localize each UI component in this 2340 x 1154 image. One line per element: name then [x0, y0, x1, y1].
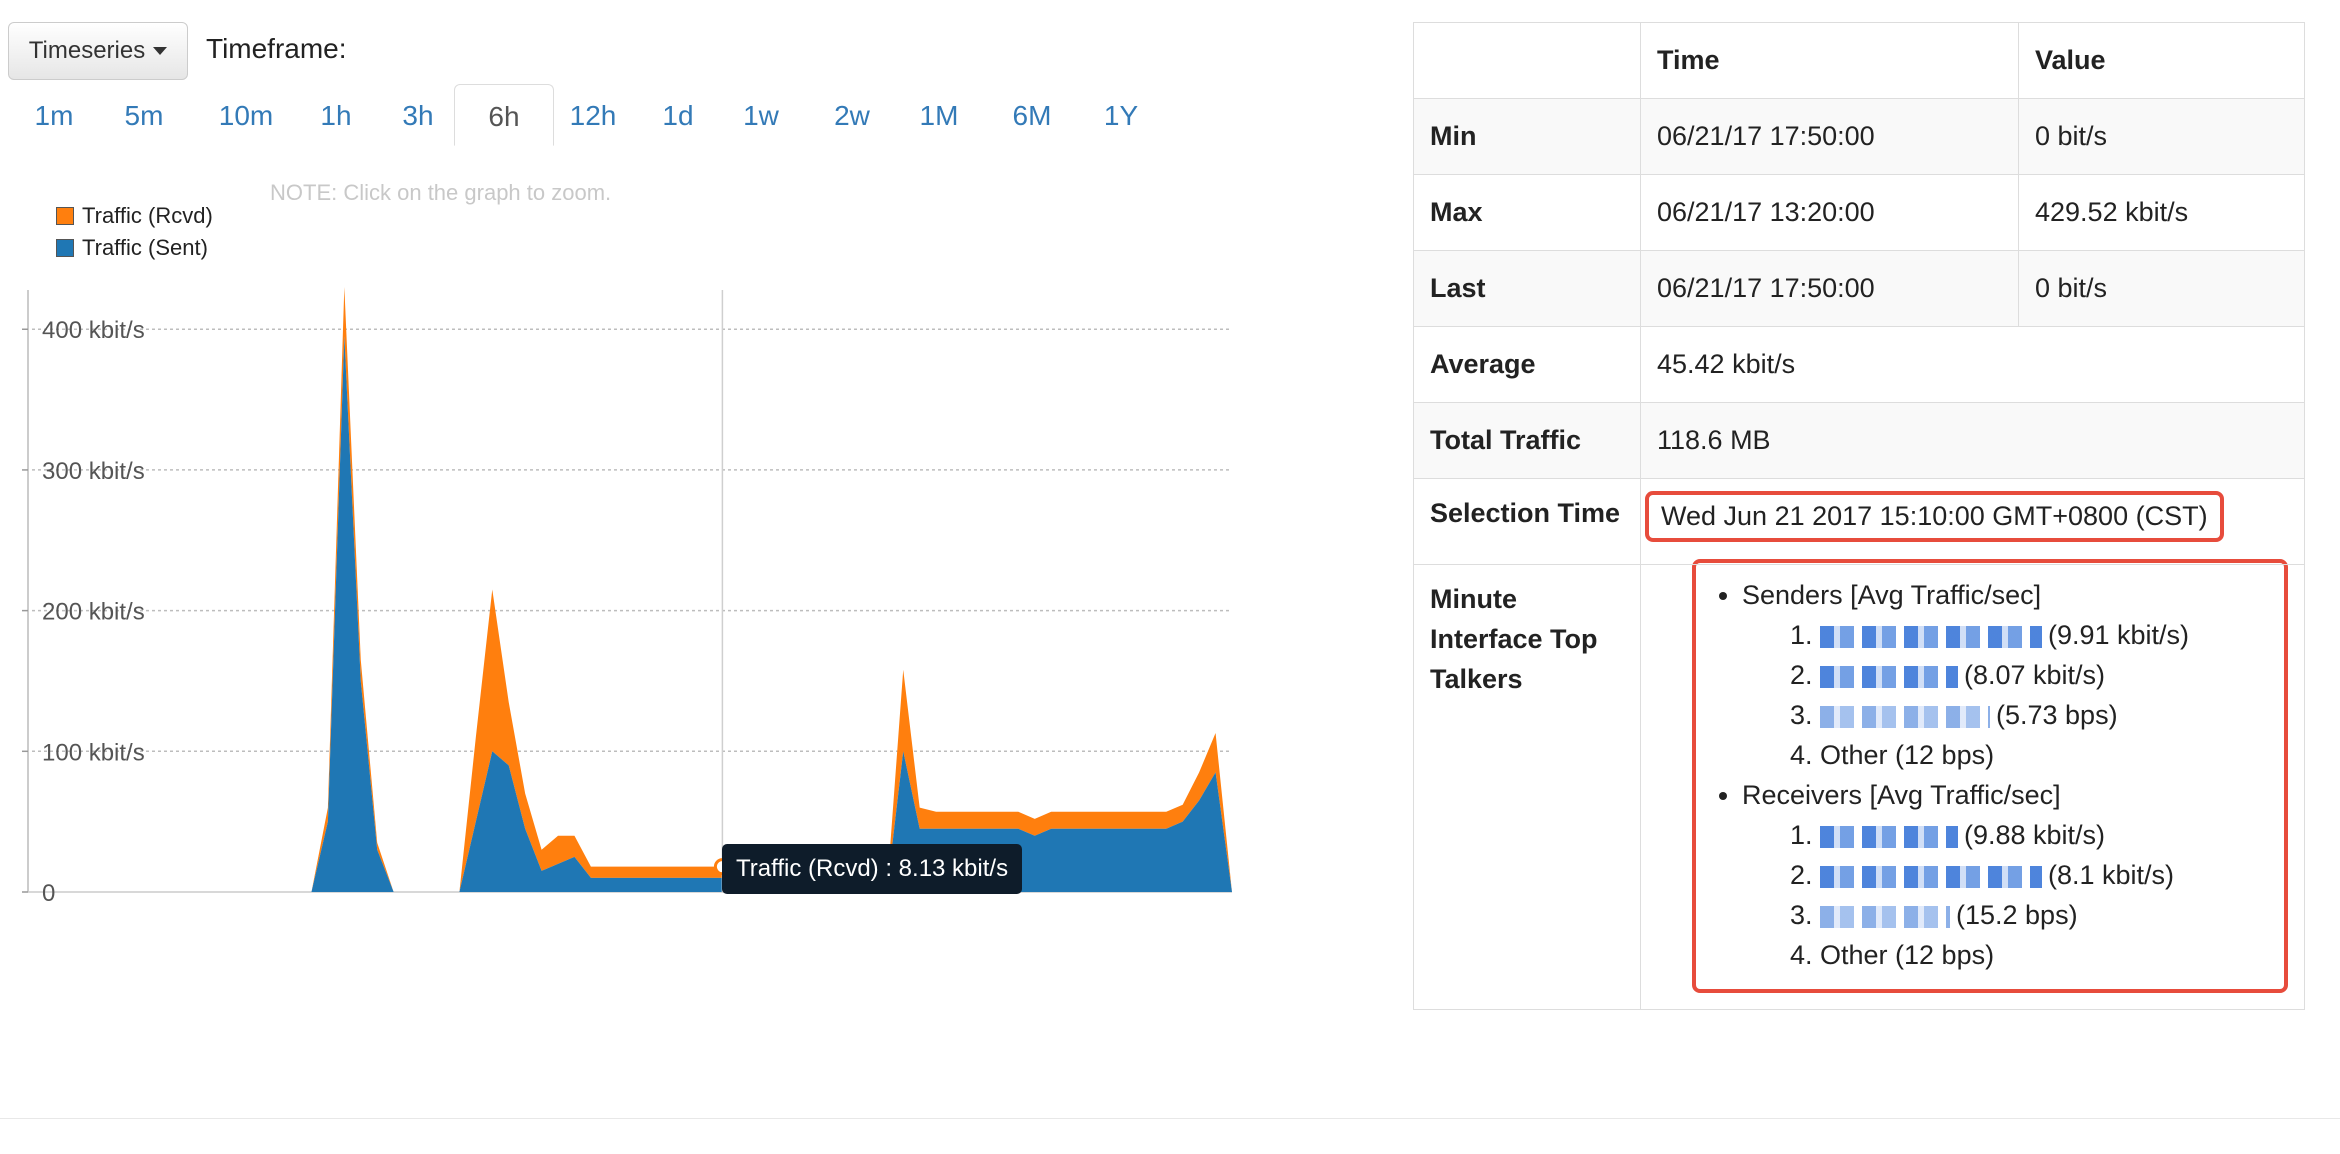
sender-value: (9.91 kbit/s): [2048, 620, 2190, 650]
receiver-value: (8.1 kbit/s): [2048, 860, 2175, 890]
y-tick-label: 100 kbit/s: [42, 739, 145, 766]
timeframe-tabs: 1m 5m 10m 1h 3h 6h 12h 1d 1w 2w 1M 6M 1Y: [0, 84, 1180, 146]
receiver-item[interactable]: (9.88 kbit/s): [1820, 815, 2274, 855]
receiver-value: Other (12 bps): [1820, 940, 1995, 970]
tab-timeframe-6h[interactable]: 6h: [454, 84, 554, 146]
tab-timeframe-1h[interactable]: 1h: [320, 100, 352, 131]
stats-row-time: 06/21/17 17:50:00: [1640, 98, 2019, 175]
stats-row-max: Max 06/21/17 13:20:00 429.52 kbit/s: [1413, 174, 2305, 251]
series-area-sent[interactable]: [32, 336, 1232, 892]
legend-swatch-rcvd: [56, 207, 74, 225]
stats-row-label: Total Traffic: [1413, 402, 1641, 479]
timeframe-label: Timeframe:: [206, 33, 347, 64]
selection-cell: Wed Jun 21 2017 15:10:00 GMT+0800 (CST): [1640, 478, 2305, 565]
redacted-host: [1820, 865, 2042, 888]
stats-row-value: 0 bit/s: [2018, 98, 2305, 175]
stats-header-empty: [1413, 22, 1641, 99]
stats-row-min: Min 06/21/17 17:50:00 0 bit/s: [1413, 98, 2305, 175]
legend-item-sent[interactable]: Traffic (Sent): [56, 232, 213, 264]
legend-label-rcvd: Traffic (Rcvd): [82, 203, 213, 228]
senders-title: Senders [Avg Traffic/sec]: [1742, 580, 2042, 610]
tab-timeframe-10m[interactable]: 10m: [218, 100, 274, 131]
redacted-host: [1820, 625, 2042, 648]
sender-item[interactable]: Other (12 bps): [1820, 735, 2274, 775]
stats-total-value: 118.6 MB: [1640, 402, 2305, 479]
tab-timeframe-1M[interactable]: 1M: [919, 100, 959, 131]
tab-timeframe-1d[interactable]: 1d: [662, 100, 694, 131]
tab-timeframe-1w[interactable]: 1w: [743, 100, 779, 131]
tab-timeframe-1Y[interactable]: 1Y: [1103, 100, 1139, 131]
sender-value: (5.73 bps): [1996, 700, 2118, 730]
receivers-title: Receivers [Avg Traffic/sec]: [1742, 780, 2061, 810]
senders-group: Senders [Avg Traffic/sec] (9.91 kbit/s) …: [1742, 575, 2274, 775]
zoom-note: NOTE: Click on the graph to zoom.: [270, 180, 612, 205]
redacted-host: [1820, 665, 1958, 688]
stats-row-total: Total Traffic 118.6 MB: [1413, 402, 2305, 479]
redacted-host: [1820, 905, 1950, 928]
receiver-value: (9.88 kbit/s): [1964, 820, 2106, 850]
tab-timeframe-5m[interactable]: 5m: [124, 100, 164, 131]
receiver-item[interactable]: (15.2 bps): [1820, 895, 2274, 935]
chart-legend: Traffic (Rcvd) Traffic (Sent): [56, 200, 213, 264]
legend-swatch-sent: [56, 239, 74, 257]
stats-row-time: 06/21/17 17:50:00: [1640, 250, 2019, 327]
y-tick-label: 400 kbit/s: [42, 317, 145, 344]
stats-row-value: 429.52 kbit/s: [2018, 174, 2305, 251]
receiver-item[interactable]: Other (12 bps): [1820, 935, 2274, 975]
timeseries-button-label: Timeseries: [28, 37, 146, 64]
stats-header-time: Time: [1640, 22, 2019, 99]
talkers-cell: Senders [Avg Traffic/sec] (9.91 kbit/s) …: [1640, 559, 2305, 1010]
stats-row-label: Last: [1413, 250, 1641, 327]
stats-row-average: Average 45.42 kbit/s: [1413, 326, 2305, 403]
stats-row-value: 0 bit/s: [2018, 250, 2305, 327]
stats-row-label: Selection Time: [1413, 478, 1641, 565]
stats-row-last: Last 06/21/17 17:50:00 0 bit/s: [1413, 250, 2305, 327]
top-talkers-box: Senders [Avg Traffic/sec] (9.91 kbit/s) …: [1692, 559, 2288, 993]
selection-time-value: Wed Jun 21 2017 15:10:00 GMT+0800 (CST): [1645, 491, 2224, 542]
stats-row-talkers: Minute Interface Top Talkers Senders [Av…: [1413, 559, 2305, 1010]
receiver-item[interactable]: (8.1 kbit/s): [1820, 855, 2274, 895]
y-tick-label: 300 kbit/s: [42, 458, 145, 485]
y-tick-label: 0: [42, 880, 55, 907]
tab-timeframe-6M[interactable]: 6M: [1012, 100, 1052, 131]
timeseries-dropdown-button[interactable]: Timeseries: [8, 22, 188, 80]
tab-timeframe-12h[interactable]: 12h: [569, 100, 617, 131]
legend-item-rcvd[interactable]: Traffic (Rcvd): [56, 200, 213, 232]
stats-row-label: Average: [1413, 326, 1641, 403]
sender-value: Other (12 bps): [1820, 740, 1995, 770]
receiver-value: (15.2 bps): [1956, 900, 2078, 930]
stats-row-label: Minute Interface Top Talkers: [1413, 564, 1641, 1010]
traffic-chart[interactable]: 0 100 kbit/s 200 kbit/s 300 kbit/s 400 kbit/…: [0, 280, 1260, 920]
caret-down-icon: [153, 47, 168, 55]
chart-tooltip: Traffic (Rcvd) : 8.13 kbit/s: [722, 844, 1023, 894]
stats-average-value: 45.42 kbit/s: [1640, 326, 2305, 403]
stats-row-selection: Selection Time Wed Jun 21 2017 15:10:00 …: [1413, 478, 2305, 565]
sender-item[interactable]: (5.73 bps): [1820, 695, 2274, 735]
stats-table: Time Value Min 06/21/17 17:50:00 0 bit/s…: [1413, 22, 2305, 1010]
receivers-group: Receivers [Avg Traffic/sec] (9.88 kbit/s…: [1742, 775, 2274, 975]
stats-row-label: Min: [1413, 98, 1641, 175]
tab-timeframe-1m[interactable]: 1m: [34, 100, 74, 131]
sender-item[interactable]: (9.91 kbit/s): [1820, 615, 2274, 655]
redacted-host: [1820, 825, 1958, 848]
tab-timeframe-2w[interactable]: 2w: [834, 100, 870, 131]
y-tick-label: 200 kbit/s: [42, 599, 145, 626]
stats-row-label: Max: [1413, 174, 1641, 251]
tab-timeframe-3h[interactable]: 3h: [402, 100, 434, 131]
sender-item[interactable]: (8.07 kbit/s): [1820, 655, 2274, 695]
redacted-host: [1820, 705, 1990, 728]
footer-divider: [0, 1118, 2340, 1119]
stats-row-time: 06/21/17 13:20:00: [1640, 174, 2019, 251]
sender-value: (8.07 kbit/s): [1964, 660, 2106, 690]
stats-header-value: Value: [2018, 22, 2305, 99]
legend-label-sent: Traffic (Sent): [82, 235, 208, 260]
series-area-rcvd[interactable]: [32, 287, 1232, 892]
